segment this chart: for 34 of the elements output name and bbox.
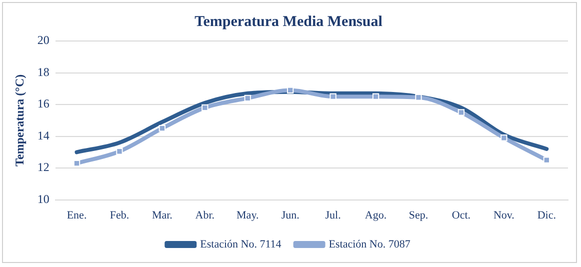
chart-title: Temperatura Media Mensual xyxy=(194,14,382,30)
y-axis-title: Temperatura (°C) xyxy=(12,74,26,166)
y-tick-label: 14 xyxy=(37,128,50,142)
point xyxy=(244,94,251,102)
point xyxy=(287,86,294,94)
x-tick-label: May. xyxy=(236,209,259,222)
point xyxy=(330,93,336,100)
y-tick-label: 20 xyxy=(37,33,50,48)
point xyxy=(202,104,208,112)
x-tick-label: Sep. xyxy=(408,209,428,222)
legend-label: Estación No. 7087 xyxy=(328,238,411,250)
y-tick-label: 12 xyxy=(37,160,50,174)
x-tick-label: Dic. xyxy=(537,209,556,222)
point xyxy=(500,134,508,142)
point xyxy=(73,160,80,167)
y-tick-label: 18 xyxy=(37,64,50,79)
point xyxy=(116,148,123,155)
x-tick-label: Abr. xyxy=(195,209,215,222)
x-tick-label: Nov. xyxy=(493,209,515,222)
x-tick-label: Jul. xyxy=(325,209,342,222)
x-tick-label: Mar. xyxy=(152,209,173,222)
y-tick-label: 10 xyxy=(37,192,50,206)
x-tick-label: Jun. xyxy=(281,209,300,222)
x-tick-label: Oct. xyxy=(452,209,471,222)
y-tick-label: 16 xyxy=(37,96,50,111)
point xyxy=(458,109,465,116)
point xyxy=(543,156,550,164)
x-tick-label: Ene. xyxy=(66,209,87,222)
legend-label: Estación No. 7114 xyxy=(200,238,282,250)
point xyxy=(415,94,422,101)
x-tick-label: Feb. xyxy=(110,209,130,222)
point xyxy=(158,125,166,132)
point xyxy=(372,93,380,100)
x-tick-label: Ago. xyxy=(364,209,387,222)
